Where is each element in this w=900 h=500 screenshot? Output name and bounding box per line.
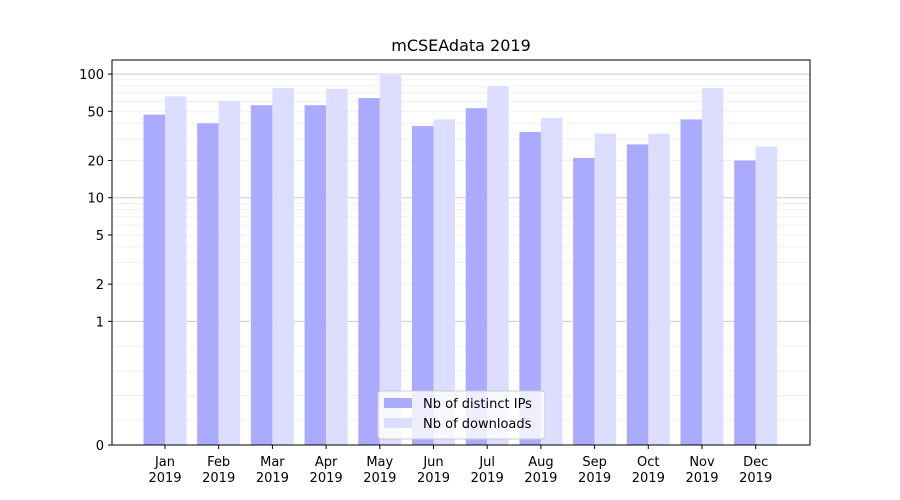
bar-downloads bbox=[379, 75, 402, 445]
bar-downloads bbox=[218, 100, 241, 445]
x-tick-label-month: Apr bbox=[315, 455, 338, 470]
y-tick-label: 2 bbox=[96, 278, 104, 293]
bar-downloads bbox=[272, 88, 294, 446]
x-tick-label-year: 2019 bbox=[310, 471, 343, 486]
bar-distinct-ips bbox=[626, 144, 649, 445]
bars bbox=[143, 75, 778, 446]
chart-title: mCSEAdata 2019 bbox=[391, 36, 531, 55]
y-tick-label: 20 bbox=[87, 155, 104, 170]
x-tick-label-month: Dec bbox=[743, 455, 768, 470]
x-tick-label-year: 2019 bbox=[256, 471, 289, 486]
legend-label: Nb of downloads bbox=[423, 417, 532, 432]
x-tick-label-month: Nov bbox=[689, 455, 715, 470]
plot-frame bbox=[111, 59, 811, 446]
bar-distinct-ips bbox=[680, 119, 702, 445]
x-tick-label-month: May bbox=[366, 455, 393, 470]
x-tick-label-month: Jun bbox=[422, 455, 443, 470]
bar-distinct-ips bbox=[412, 126, 434, 445]
legend-box bbox=[377, 390, 546, 440]
legend: Nb of distinct IPs Nb of downloads bbox=[377, 390, 546, 440]
bar-downloads bbox=[540, 118, 563, 446]
bar-distinct-ips bbox=[734, 160, 756, 445]
x-tick-label-month: Jul bbox=[478, 455, 495, 470]
bar-downloads bbox=[594, 133, 617, 445]
x-tick-label-month: Aug bbox=[528, 455, 553, 470]
y-tick-label: 1 bbox=[96, 315, 104, 330]
bar-downloads bbox=[755, 146, 778, 445]
bar-distinct-ips bbox=[304, 105, 327, 445]
x-tick-label-year: 2019 bbox=[417, 471, 450, 486]
x-tick-label-month: Sep bbox=[582, 455, 607, 470]
bar-downloads bbox=[165, 96, 187, 445]
y-tick-label: 50 bbox=[87, 105, 104, 120]
bar-distinct-ips bbox=[143, 114, 165, 445]
x-tick-label-year: 2019 bbox=[471, 471, 504, 486]
bar-downloads bbox=[433, 119, 455, 445]
x-tick-label-year: 2019 bbox=[148, 471, 181, 486]
bar-downloads bbox=[702, 88, 724, 446]
x-tick-label-year: 2019 bbox=[363, 471, 396, 486]
x-tick-label-year: 2019 bbox=[739, 471, 772, 486]
x-tick-label-month: Feb bbox=[207, 455, 230, 470]
y-tick-label: 100 bbox=[79, 68, 104, 83]
legend-label: Nb of distinct IPs bbox=[423, 397, 532, 412]
legend-swatch bbox=[384, 398, 412, 408]
x-tick-label-month: Oct bbox=[637, 455, 659, 470]
bar-distinct-ips bbox=[197, 123, 219, 445]
bar-downloads bbox=[326, 88, 348, 445]
bar-distinct-ips bbox=[250, 105, 273, 445]
bar-distinct-ips bbox=[573, 157, 595, 446]
legend-swatch bbox=[384, 418, 412, 428]
x-tick-label-year: 2019 bbox=[524, 471, 557, 486]
y-tick-label: 0 bbox=[96, 439, 104, 454]
y-tick-label: 5 bbox=[96, 229, 104, 244]
y-tick-label: 10 bbox=[87, 192, 104, 207]
x-tick-label-year: 2019 bbox=[685, 471, 718, 486]
bar-distinct-ips bbox=[465, 108, 488, 445]
bar-downloads bbox=[648, 133, 670, 445]
bar-distinct-ips bbox=[358, 98, 380, 445]
x-tick-label-year: 2019 bbox=[578, 471, 611, 486]
x-tick-label-month: Mar bbox=[260, 455, 285, 470]
x-tick-label-month: Jan bbox=[154, 455, 175, 470]
x-tick-label-year: 2019 bbox=[632, 471, 665, 486]
x-tick-label-year: 2019 bbox=[202, 471, 235, 486]
bar-distinct-ips bbox=[519, 132, 541, 446]
axes: Jan2019Feb2019Mar2019Apr2019May2019Jun20… bbox=[79, 59, 811, 486]
bar-downloads bbox=[487, 86, 509, 446]
